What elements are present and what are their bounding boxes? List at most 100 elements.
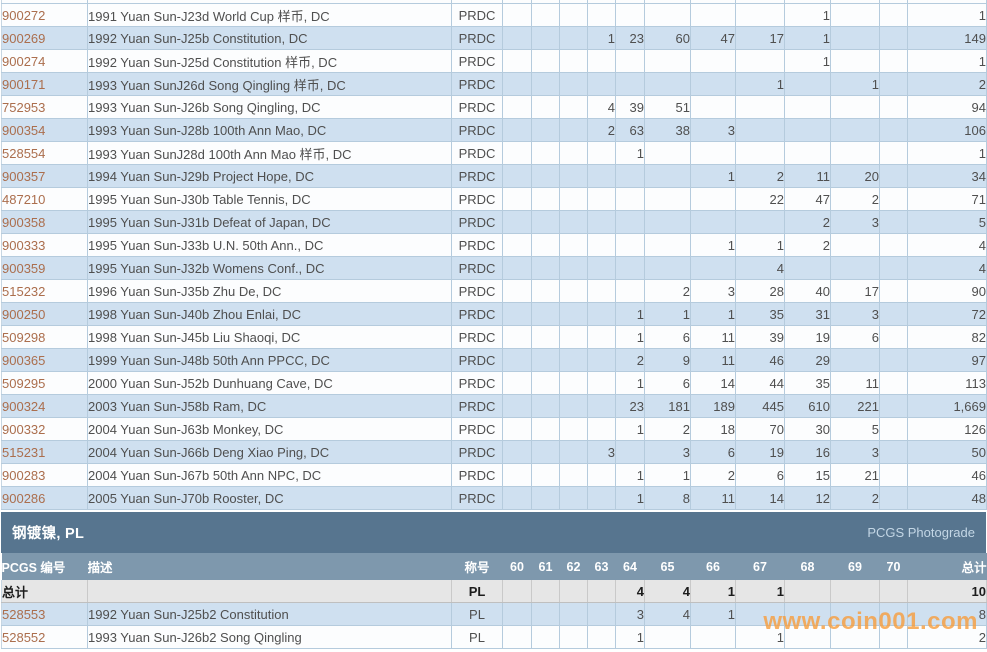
pcgs-number-cell[interactable]: 900283: [1, 463, 88, 487]
grade-68-cell: 2: [784, 233, 831, 257]
pcgs-number-cell[interactable]: 900269: [1, 26, 88, 50]
pcgs-number-cell[interactable]: 900324: [1, 394, 88, 418]
designation-cell: PRDC: [451, 210, 503, 234]
total-cell: 5: [907, 210, 987, 234]
table-row: 900283 2004 Yuan Sun-J67b 50th Ann NPC, D…: [1, 463, 987, 487]
pcgs-number-link[interactable]: 900286: [2, 490, 46, 506]
pcgs-number-cell[interactable]: 900359: [1, 256, 88, 280]
pcgs-number-cell[interactable]: 900286: [1, 486, 88, 510]
pcgs-number-link[interactable]: 900171: [2, 76, 46, 92]
pcgs-number-link[interactable]: 509295: [2, 375, 46, 391]
pcgs-number-cell[interactable]: 900332: [1, 417, 88, 441]
grade-66-cell: [690, 187, 736, 211]
grade-69-cell: 17: [830, 279, 880, 303]
grade-60-cell: [502, 602, 532, 626]
grade-60-cell: [502, 141, 532, 165]
pcgs-number-link[interactable]: 900358: [2, 214, 46, 230]
col-header-grade-60: 60: [510, 559, 524, 574]
total-cell: 71: [907, 187, 987, 211]
pcgs-number-link[interactable]: 900365: [2, 352, 46, 368]
pcgs-number-link[interactable]: 509298: [2, 329, 46, 345]
description-cell: 1995 Yuan Sun-J33b U.N. 50th Ann., DC: [87, 233, 452, 257]
pcgs-number-cell[interactable]: 509298: [1, 325, 88, 349]
grade-62-cell: [559, 417, 588, 441]
description-cell: 1993 Yuan Sun-J26b Song Qingling, DC: [87, 95, 452, 119]
grade-63-cell: [587, 3, 616, 27]
grade-62-cell: [559, 302, 588, 326]
pcgs-number-cell[interactable]: 900171: [1, 72, 88, 96]
designation-cell: PRDC: [451, 348, 503, 372]
grade-60-cell: [502, 187, 532, 211]
grade-69-cell: 5: [830, 417, 880, 441]
pcgs-number-cell[interactable]: 900365: [1, 348, 88, 372]
cropped-cell: [907, 0, 987, 4]
grade-60-cell: [502, 325, 532, 349]
pcgs-number-link[interactable]: 528552: [2, 629, 46, 645]
col-header-grade-62: 62: [566, 559, 581, 574]
table-row: 900324 2003 Yuan Sun-J58b Ram, DC PRDC 23 18…: [1, 394, 987, 418]
grade-61-cell: [531, 210, 560, 234]
pcgs-number-cell[interactable]: 900358: [1, 210, 88, 234]
grade-66-cell: 1: [690, 164, 736, 188]
grade-62-cell: [559, 486, 588, 510]
pcgs-number-cell[interactable]: 515231: [1, 440, 88, 464]
pcgs-number-link[interactable]: 515232: [2, 283, 46, 299]
pcgs-number-cell[interactable]: 509295: [1, 371, 88, 395]
total-cell: 113: [907, 371, 987, 395]
designation-cell: PRDC: [451, 26, 503, 50]
grade-66-cell: [690, 95, 736, 119]
pcgs-number-link[interactable]: 900359: [2, 260, 46, 276]
pcgs-number-link[interactable]: 752953: [2, 99, 46, 115]
pcgs-number-link[interactable]: 900354: [2, 122, 46, 138]
pcgs-number-cell[interactable]: 900354: [1, 118, 88, 142]
pcgs-number-link[interactable]: 900269: [2, 30, 46, 46]
pcgs-number-cell[interactable]: 900250: [1, 302, 88, 326]
pcgs-number-cell[interactable]: 528553: [1, 602, 88, 626]
pcgs-number-link[interactable]: 528553: [2, 606, 46, 622]
pcgs-number-cell[interactable]: 528552: [1, 625, 88, 649]
grade-63-cell: 4: [587, 95, 616, 119]
cropped-cell: [87, 0, 452, 4]
grade-63-cell: [587, 486, 616, 510]
pcgs-number-cell[interactable]: 900272: [1, 3, 88, 27]
cropped-cell: [451, 0, 503, 4]
grade-69-cell: 20: [830, 164, 880, 188]
pcgs-number-cell: 总计: [1, 580, 88, 603]
pcgs-number-link[interactable]: 900283: [2, 467, 46, 483]
grade-60-cell: [502, 417, 532, 441]
grade-60-cell: [502, 371, 532, 395]
pcgs-number-link[interactable]: 900332: [2, 421, 46, 437]
grade-70-cell: [879, 279, 908, 303]
grade-70-cell: [879, 26, 908, 50]
grade-68-cell: [784, 256, 831, 280]
grade-70-cell: [879, 302, 908, 326]
grade-67-cell: [735, 95, 785, 119]
pcgs-number-cell[interactable]: 900274: [1, 49, 88, 73]
pcgs-number-cell[interactable]: 528554: [1, 141, 88, 165]
pcgs-number-link[interactable]: 900272: [2, 7, 46, 23]
photograde-link[interactable]: PCGS Photograde: [867, 525, 975, 540]
cropped-cell: [1, 0, 88, 4]
pcgs-number-cell[interactable]: 900333: [1, 233, 88, 257]
pcgs-number-link[interactable]: 487210: [2, 191, 46, 207]
pcgs-number-link[interactable]: 900333: [2, 237, 46, 253]
pcgs-number-cell[interactable]: 487210: [1, 187, 88, 211]
grade-67-cell: 28: [735, 279, 785, 303]
pcgs-number-link[interactable]: 900324: [2, 398, 46, 414]
grade-61-cell: [531, 486, 560, 510]
pcgs-number-link[interactable]: 900357: [2, 168, 46, 184]
grade-68-cell: [784, 118, 831, 142]
grade-70-cell: [879, 394, 908, 418]
pcgs-number-link[interactable]: 528554: [2, 145, 46, 161]
pcgs-number-cell[interactable]: 752953: [1, 95, 88, 119]
grade-65-cell: 3: [644, 440, 691, 464]
grade-69-cell: 21: [830, 463, 880, 487]
pcgs-number-cell[interactable]: 900357: [1, 164, 88, 188]
grade-66-cell: 189: [690, 394, 736, 418]
pcgs-number-link[interactable]: 900274: [2, 53, 46, 69]
grade-61-cell: [531, 302, 560, 326]
pcgs-number-cell[interactable]: 515232: [1, 279, 88, 303]
grade-60-cell: [502, 486, 532, 510]
pcgs-number-link[interactable]: 900250: [2, 306, 46, 322]
pcgs-number-link[interactable]: 515231: [2, 444, 46, 460]
